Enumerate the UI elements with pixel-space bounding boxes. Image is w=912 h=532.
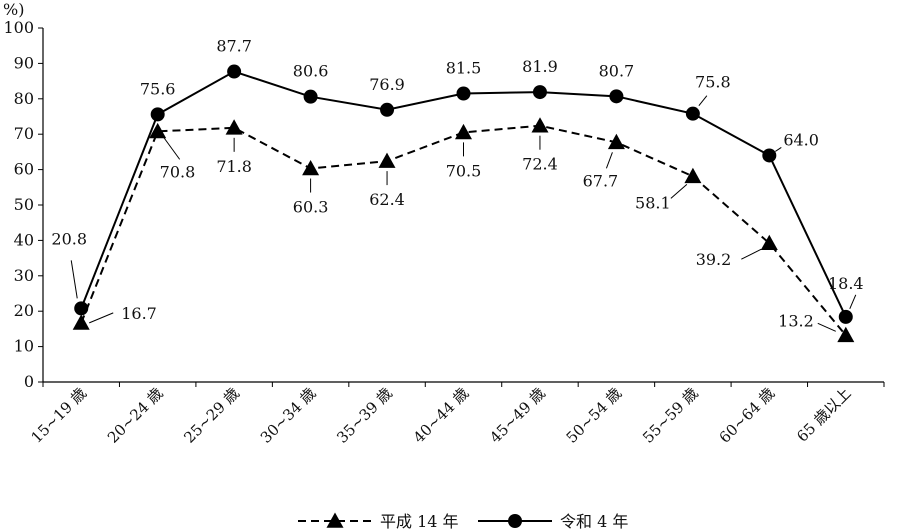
data-label-leader: [849, 294, 857, 310]
legend: 平成 14 年 令和 4 年: [298, 512, 628, 531]
triangle-marker: [149, 122, 167, 139]
data-label: 75.8: [695, 73, 731, 92]
triangle-marker: [225, 119, 243, 135]
x-tick-label: 15~19 歳: [27, 384, 90, 447]
x-tick-label: 25~29 歳: [180, 384, 243, 447]
data-label: 75.6: [140, 79, 176, 98]
data-label: 87.7: [216, 37, 252, 56]
circle-marker: [303, 89, 318, 104]
circle-marker: [685, 106, 700, 121]
series-line: [80, 124, 847, 336]
series-circle: [74, 64, 853, 324]
x-tick-label: 60~64 歳: [716, 384, 779, 447]
triangle-marker: [302, 160, 320, 176]
x-tick-label: 35~39 歳: [333, 384, 396, 447]
x-tick-label: 55~59 歳: [639, 384, 702, 447]
circle-marker: [456, 86, 471, 101]
x-tick-label: 30~34 歳: [257, 384, 320, 447]
data-labels-layer: 16.7 70.8 71.8 60.3 62.4 70.5 72.4 67.7 58.1 39.2…: [51, 37, 864, 332]
data-label: 18.4: [828, 274, 864, 293]
y-tick-label: 100: [3, 18, 34, 37]
circle-marker: [380, 102, 395, 117]
data-label: 80.6: [293, 62, 329, 81]
triangle-marker: [607, 133, 625, 150]
y-tick-label: 30: [14, 266, 34, 285]
data-label-leader: [163, 137, 181, 160]
y-tick-label: 90: [14, 53, 34, 72]
data-label: 72.4: [522, 155, 558, 174]
x-tick-label: 40~44 歳: [410, 384, 473, 447]
data-label: 64.0: [783, 130, 819, 149]
triangle-marker: [684, 167, 702, 184]
circle-marker: [762, 148, 777, 163]
data-label-leader: [670, 183, 688, 199]
legend-triangle-marker: [326, 512, 344, 528]
triangle-marker: [837, 326, 855, 343]
series-line: [80, 70, 847, 318]
x-tick-label: 50~54 歳: [563, 384, 626, 447]
data-label: 13.2: [778, 311, 814, 330]
y-tick-label: 40: [14, 230, 34, 249]
y-tick-label: 10: [14, 337, 34, 356]
legend-item: 令和 4 年: [478, 512, 628, 531]
y-tick-label: 0: [24, 372, 34, 391]
y-tick-label: 20: [14, 301, 34, 320]
triangle-marker: [760, 234, 778, 250]
circle-marker: [838, 309, 853, 324]
circle-marker: [227, 64, 242, 79]
legend-item: 平成 14 年: [298, 512, 459, 531]
data-label: 71.8: [216, 157, 252, 176]
data-label: 58.1: [635, 193, 671, 212]
circle-marker: [150, 107, 165, 122]
triangle-marker: [455, 123, 472, 140]
data-label: 76.9: [369, 75, 405, 94]
circle-marker: [609, 89, 624, 104]
y-axis-ticks: 0 10 20 30 40 50 60 70 80 90 100: [3, 18, 43, 391]
data-label-leader: [698, 95, 708, 106]
circle-marker: [532, 85, 547, 100]
series-triangle: [72, 117, 855, 343]
triangle-marker: [531, 117, 549, 133]
triangle-marker: [72, 314, 90, 330]
data-label-leader: [817, 322, 836, 332]
legend-label: 平成 14 年: [380, 512, 459, 531]
data-label: 20.8: [51, 229, 87, 248]
y-axis-unit-label: %): [3, 0, 24, 19]
x-tick-label: 20~24 歳: [104, 384, 167, 447]
data-label: 67.7: [583, 171, 619, 190]
circle-marker: [74, 301, 89, 316]
data-label: 81.9: [522, 57, 558, 76]
data-label-leader: [775, 147, 782, 152]
data-label-leader: [741, 248, 762, 260]
data-label: 70.8: [160, 162, 196, 181]
series-layer: [72, 64, 855, 343]
x-axis-ticks: 15~19 歳 20~24 歳 25~29 歳 30~34 歳 35~39 歳 40~44…: [27, 382, 885, 447]
data-label: 39.2: [696, 250, 732, 269]
y-tick-label: 60: [14, 160, 34, 179]
data-label: 80.7: [599, 61, 635, 80]
data-label: 16.7: [121, 304, 157, 323]
x-tick-label: 45~49 歳: [486, 384, 549, 447]
data-label-leader: [89, 312, 114, 324]
data-label: 81.5: [446, 58, 482, 77]
data-label: 60.3: [293, 198, 329, 217]
y-tick-label: 80: [14, 89, 34, 108]
data-label: 62.4: [369, 190, 405, 209]
data-label-leader: [605, 152, 613, 169]
legend-label: 令和 4 年: [560, 512, 628, 531]
y-tick-label: 70: [14, 124, 34, 143]
triangle-marker: [378, 152, 396, 168]
data-label-leader: [70, 260, 78, 299]
legend-circle-marker: [508, 514, 522, 528]
x-tick-label: 65 歳以上: [793, 384, 854, 445]
y-tick-label: 50: [14, 195, 34, 214]
data-label: 70.5: [446, 161, 482, 180]
